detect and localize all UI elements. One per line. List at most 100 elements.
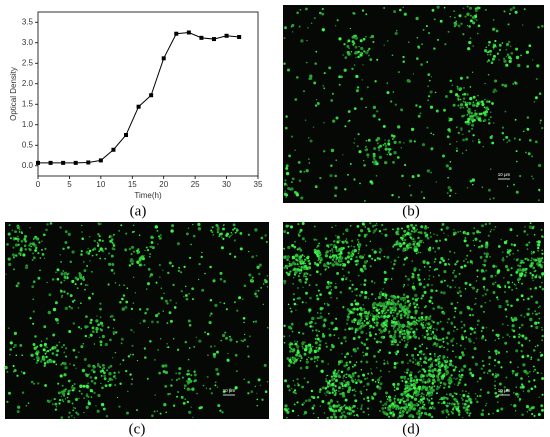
cell xyxy=(343,380,345,382)
cell xyxy=(447,413,450,416)
cell xyxy=(429,265,432,268)
cell xyxy=(311,345,314,348)
cell xyxy=(540,353,544,357)
cell xyxy=(440,228,443,231)
cell xyxy=(373,282,376,284)
cell xyxy=(390,324,394,327)
cell xyxy=(210,392,213,395)
cell xyxy=(393,309,397,312)
cell xyxy=(395,304,397,307)
cell xyxy=(430,289,434,293)
cell xyxy=(68,411,71,414)
cell xyxy=(342,305,345,308)
cell xyxy=(306,381,310,384)
cell xyxy=(6,243,9,246)
cell xyxy=(340,407,343,410)
cell xyxy=(304,265,308,269)
cell xyxy=(71,250,75,254)
cell xyxy=(296,349,300,352)
cell xyxy=(350,255,354,258)
cell xyxy=(343,336,347,340)
cell xyxy=(443,279,446,282)
cell xyxy=(285,171,290,176)
cell xyxy=(318,330,320,333)
cell xyxy=(338,390,340,392)
cell xyxy=(363,260,368,264)
cell xyxy=(311,329,314,332)
cell xyxy=(399,247,402,249)
cell xyxy=(534,385,537,388)
cell xyxy=(348,286,352,290)
cell xyxy=(417,363,420,367)
cell xyxy=(412,394,415,396)
cell xyxy=(384,142,387,145)
cell xyxy=(365,360,369,364)
cell xyxy=(451,381,453,383)
cell xyxy=(539,285,542,288)
cell xyxy=(472,140,474,142)
cell xyxy=(378,251,382,254)
cell xyxy=(424,407,427,410)
cell xyxy=(427,328,430,330)
cell xyxy=(58,402,61,405)
cell xyxy=(451,279,454,282)
cell xyxy=(367,54,370,57)
cell xyxy=(518,336,520,338)
cell xyxy=(441,410,443,413)
cell xyxy=(447,176,449,179)
cell xyxy=(337,363,340,366)
cell xyxy=(427,358,430,362)
cell xyxy=(331,391,334,394)
cell xyxy=(389,411,393,415)
cell xyxy=(358,45,360,48)
cell xyxy=(303,352,307,356)
cell xyxy=(106,369,109,372)
cell xyxy=(315,329,318,332)
cell xyxy=(391,406,395,409)
cell xyxy=(365,145,367,148)
cell xyxy=(505,299,509,303)
cell xyxy=(409,331,412,334)
cell xyxy=(52,333,56,337)
cell xyxy=(428,95,431,98)
cell xyxy=(376,257,380,260)
cell xyxy=(35,237,40,241)
cell xyxy=(337,250,340,253)
cell xyxy=(494,391,498,395)
cell xyxy=(450,410,453,413)
cell xyxy=(463,92,467,96)
cell xyxy=(380,375,382,378)
cell xyxy=(308,350,312,354)
cell xyxy=(494,39,497,43)
x-tick-label: 5 xyxy=(67,180,72,189)
cell xyxy=(39,269,41,272)
cell xyxy=(60,296,63,299)
cell xyxy=(400,314,402,317)
cell xyxy=(393,400,396,402)
cell xyxy=(28,244,31,247)
cell xyxy=(471,263,473,265)
cell xyxy=(379,369,382,372)
cell xyxy=(383,255,386,258)
cell xyxy=(518,277,521,279)
cell xyxy=(183,384,187,388)
cell xyxy=(64,366,68,370)
cell xyxy=(411,175,415,179)
cell xyxy=(440,345,444,348)
cell xyxy=(531,273,535,277)
cell xyxy=(318,242,320,245)
cell xyxy=(522,298,525,301)
cell xyxy=(439,320,442,323)
cell xyxy=(155,281,158,284)
cell xyxy=(73,383,76,385)
cell xyxy=(223,280,227,283)
cell xyxy=(210,312,213,315)
cell xyxy=(299,170,302,173)
cell xyxy=(60,363,63,366)
panel-label: (b) xyxy=(402,203,420,219)
cell xyxy=(159,234,162,236)
cell xyxy=(256,392,258,394)
cell xyxy=(429,90,433,94)
cell xyxy=(59,226,62,229)
cell xyxy=(144,356,147,359)
